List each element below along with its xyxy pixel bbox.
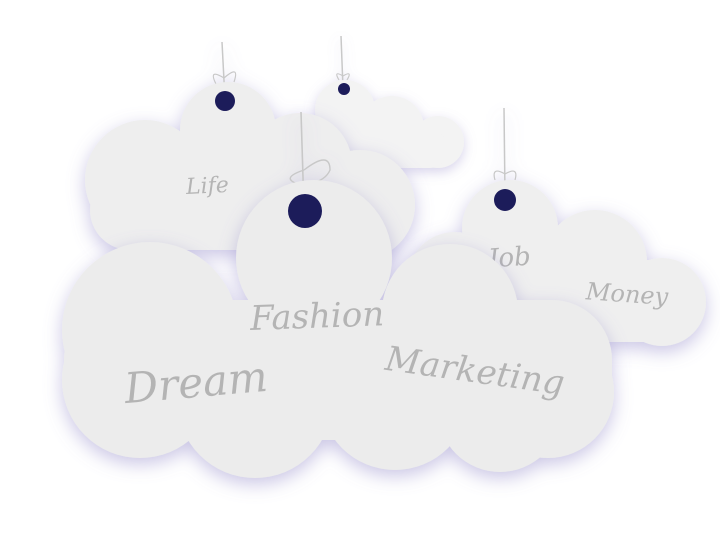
string-bow-icon (493, 170, 517, 181)
hole-eyelet-icon (288, 194, 322, 228)
word-life: Life (184, 173, 229, 200)
hole-eyelet-icon (338, 83, 350, 95)
word-money: Money (584, 277, 669, 311)
word-fashion: Fashion (248, 294, 384, 339)
hanging-string (340, 35, 344, 89)
hole-eyelet-icon (215, 91, 235, 111)
hole-eyelet-icon (494, 189, 516, 211)
string-bow-icon (212, 71, 237, 85)
string-bow-icon (336, 73, 350, 81)
main-cloud-tag: Fashion Dream Marketing (62, 111, 614, 478)
